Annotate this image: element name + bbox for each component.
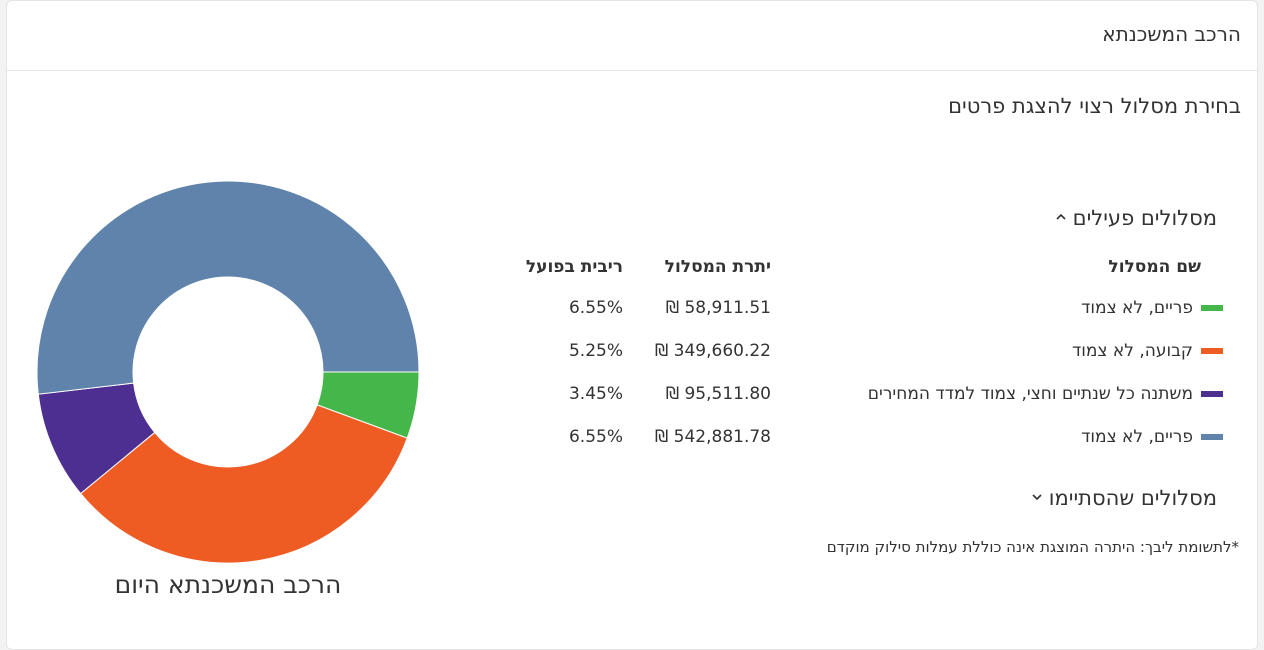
track-name: קבועה, לא צמוד — [1071, 341, 1193, 361]
active-tracks-toggle[interactable]: מסלולים פעילים — [1055, 206, 1217, 230]
mortgage-composition-card: הרכב המשכנתא בחירת מסלול רצוי להצגת פרטי… — [6, 0, 1258, 650]
card-title: הרכב המשכנתא — [1102, 22, 1241, 46]
track-color-swatch — [1201, 434, 1223, 440]
track-color-swatch — [1201, 305, 1223, 311]
chart-title: הרכב המשכנתא היום — [114, 570, 342, 599]
column-header-balance: יתרת המסלול — [664, 257, 771, 277]
track-row[interactable]: משתנה כל שנתיים וחצי, צמוד למדד המחירים 9… — [7, 384, 1257, 414]
track-balance: 95,511.80 ₪ — [665, 384, 771, 404]
card-header: הרכב המשכנתא — [7, 1, 1257, 71]
track-balance: 542,881.78 ₪ — [654, 427, 771, 447]
select-track-prompt: בחירת מסלול רצוי להצגת פרטים — [948, 94, 1241, 118]
ended-tracks-label: מסלולים שהסתיימו — [1048, 486, 1217, 510]
track-color-swatch — [1201, 348, 1223, 354]
chevron-down-icon — [1031, 490, 1043, 506]
track-name: פריים, לא צמוד — [1081, 298, 1193, 318]
donut-slice[interactable] — [36, 180, 420, 395]
track-rate: 3.45% — [568, 384, 623, 404]
chevron-up-icon — [1055, 210, 1067, 226]
track-rate: 5.25% — [568, 341, 623, 361]
track-rate: 6.55% — [568, 427, 623, 447]
mortgage-donut-chart — [31, 177, 425, 571]
column-header-rate: ריבית בפועל — [525, 257, 623, 277]
track-balance: 58,911.51 ₪ — [665, 298, 771, 318]
track-rate: 6.55% — [568, 298, 623, 318]
track-name: פריים, לא צמוד — [1081, 427, 1193, 447]
active-tracks-label: מסלולים פעילים — [1072, 206, 1217, 230]
track-balance: 349,660.22 ₪ — [654, 341, 771, 361]
donut-slice[interactable] — [79, 404, 408, 564]
ended-tracks-toggle[interactable]: מסלולים שהסתיימו — [1031, 486, 1217, 510]
track-name: משתנה כל שנתיים וחצי, צמוד למדד המחירים — [867, 384, 1193, 404]
track-row[interactable]: פריים, לא צמוד 58,911.51 ₪ 6.55% — [7, 298, 1257, 328]
track-name-cell: משתנה כל שנתיים וחצי, צמוד למדד המחירים — [868, 384, 1223, 404]
track-color-swatch — [1201, 391, 1223, 397]
track-row[interactable]: קבועה, לא צמוד 349,660.22 ₪ 5.25% — [7, 341, 1257, 371]
column-header-name: שם המסלול — [1108, 257, 1201, 277]
donut-svg — [36, 180, 420, 564]
track-name-cell: פריים, לא צמוד — [1081, 427, 1223, 447]
track-name-cell: פריים, לא צמוד — [1081, 298, 1223, 318]
track-name-cell: קבועה, לא צמוד — [1072, 341, 1223, 361]
early-repayment-note: *לתשומת ליבך: היתרה המוצגת אינה כוללת עמ… — [826, 538, 1239, 556]
track-row[interactable]: פריים, לא צמוד 542,881.78 ₪ 6.55% — [7, 427, 1257, 457]
